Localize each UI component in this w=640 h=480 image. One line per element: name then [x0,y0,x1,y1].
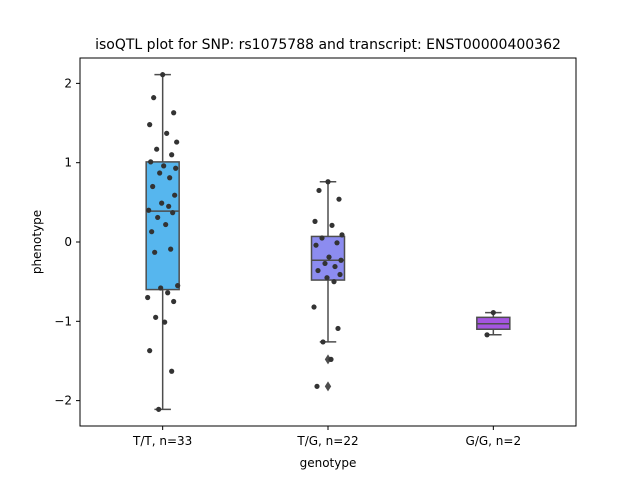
data-point [334,240,340,246]
data-point [158,285,164,291]
data-point [332,263,338,270]
data-point [174,139,180,145]
data-point [156,406,162,412]
data-point [162,319,168,325]
data-point [311,304,317,310]
data-point [316,187,322,194]
x-tick-label: T/T, n=33 [132,434,192,448]
data-point [155,214,161,221]
data-point [166,203,172,209]
data-point [337,271,343,278]
data-point [490,309,496,316]
data-point [147,348,153,354]
data-point [484,332,490,338]
data-point [169,152,175,158]
outlier-marker [324,354,332,365]
data-point [324,275,330,281]
data-point [312,218,318,224]
data-point [326,254,332,260]
outlier-marker [324,381,332,392]
chart-title: isoQTL plot for SNP: rs1075788 and trans… [95,37,561,53]
chart-axes: 2 1 0 −1 −2 T/T, n=33 T/G, n=22 G/G, n=2 [54,76,521,448]
data-point [175,283,181,289]
data-point [149,229,155,235]
data-point [152,249,158,255]
x-tick-label: G/G, n=2 [466,434,522,448]
data-point [151,95,157,101]
data-point [339,232,345,238]
data-point [145,294,151,301]
y-tick-label: −1 [54,314,72,328]
data-point [319,235,325,241]
y-tick-label: 0 [64,235,72,249]
data-point [146,207,152,213]
data-point [329,222,335,228]
data-point [168,246,174,252]
data-point [165,290,171,296]
data-point [169,368,175,374]
data-point [335,325,341,332]
data-point [336,196,342,202]
data-point [322,260,328,267]
data-point [172,192,178,198]
data-point [161,163,167,169]
data-point [325,179,331,185]
data-point [150,183,156,190]
data-point [171,298,177,305]
x-tick-label: T/G, n=22 [296,434,358,448]
y-tick-label: 2 [64,76,72,90]
data-point [148,159,154,165]
data-point [159,200,165,206]
data-point [338,257,344,263]
data-point [173,165,179,171]
data-point [160,72,166,78]
data-point [320,339,326,345]
data-point [153,314,159,320]
data-point [313,242,319,248]
data-point [157,170,163,176]
data-point [164,130,170,136]
data-point [171,110,177,116]
y-axis-label: phenotype [30,210,44,274]
data-point [170,210,176,216]
data-point [163,221,169,228]
data-point [328,356,334,362]
x-axis-label: genotype [300,456,357,470]
data-point [315,267,321,274]
data-point [154,146,160,152]
y-tick-label: −2 [54,394,72,408]
data-point [331,279,337,285]
data-point [167,175,173,181]
data-point [314,383,320,389]
y-tick-label: 1 [64,156,72,170]
chart-marks [145,72,511,412]
data-point [147,122,153,128]
box-iqr [145,161,180,291]
